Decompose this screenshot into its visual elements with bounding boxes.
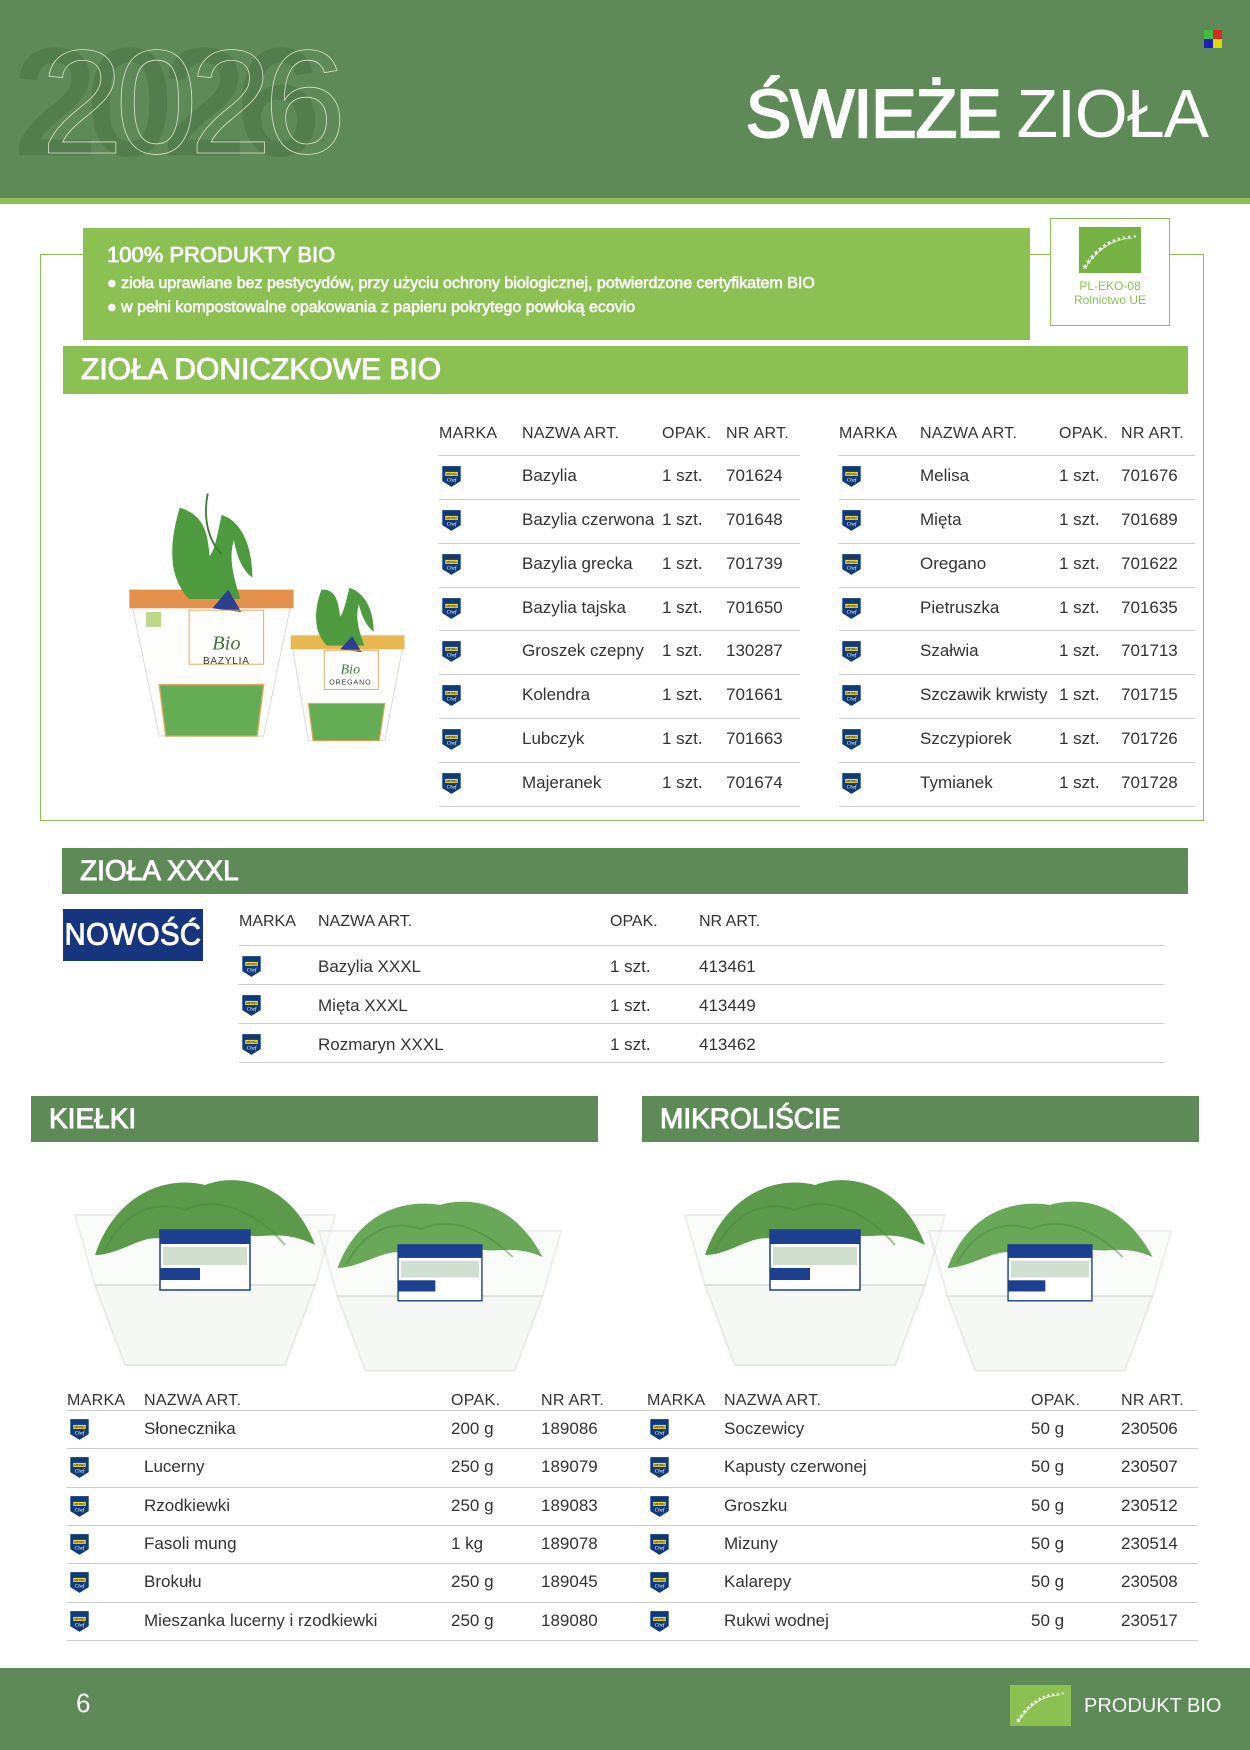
svg-text:METRO: METRO	[846, 779, 857, 783]
svg-text:Chef: Chef	[447, 564, 458, 571]
svg-text:METRO: METRO	[246, 1040, 257, 1044]
svg-text:Chef: Chef	[75, 1430, 86, 1437]
svg-text:METRO: METRO	[446, 560, 457, 564]
svg-text:METRO: METRO	[846, 691, 857, 695]
svg-text:METRO: METRO	[654, 1502, 665, 1506]
svg-text:METRO: METRO	[654, 1425, 665, 1429]
svg-text:Chef: Chef	[847, 696, 858, 703]
svg-text:Chef: Chef	[447, 608, 458, 615]
svg-text:Chef: Chef	[447, 696, 458, 703]
svg-text:Chef: Chef	[75, 1583, 86, 1590]
svg-text:Chef: Chef	[847, 564, 858, 571]
svg-text:METRO: METRO	[654, 1578, 665, 1582]
svg-text:Chef: Chef	[847, 477, 858, 484]
svg-text:METRO: METRO	[846, 735, 857, 739]
svg-text:Chef: Chef	[75, 1468, 86, 1475]
svg-text:METRO: METRO	[654, 1540, 665, 1544]
svg-text:METRO: METRO	[846, 560, 857, 564]
svg-text:Chef: Chef	[847, 521, 858, 528]
svg-text:METRO: METRO	[446, 735, 457, 739]
svg-text:Chef: Chef	[655, 1545, 666, 1552]
svg-text:Chef: Chef	[655, 1506, 666, 1513]
svg-text:METRO: METRO	[246, 962, 257, 966]
svg-text:Chef: Chef	[75, 1506, 86, 1513]
svg-text:METRO: METRO	[74, 1617, 85, 1621]
svg-text:METRO: METRO	[446, 472, 457, 476]
svg-text:METRO: METRO	[446, 516, 457, 520]
svg-text:Bio: Bio	[212, 632, 240, 654]
svg-text:METRO: METRO	[74, 1463, 85, 1467]
svg-text:Chef: Chef	[847, 608, 858, 615]
svg-text:OREGANO: OREGANO	[329, 680, 371, 687]
svg-text:METRO: METRO	[654, 1617, 665, 1621]
svg-text:METRO: METRO	[74, 1425, 85, 1429]
svg-text:Chef: Chef	[447, 652, 458, 659]
svg-text:METRO: METRO	[654, 1463, 665, 1467]
svg-text:Chef: Chef	[847, 652, 858, 659]
svg-text:Chef: Chef	[847, 784, 858, 791]
svg-text:Chef: Chef	[655, 1621, 666, 1628]
svg-text:Chef: Chef	[247, 1045, 258, 1052]
svg-text:Chef: Chef	[75, 1621, 86, 1628]
svg-text:METRO: METRO	[846, 604, 857, 608]
svg-text:Chef: Chef	[655, 1430, 666, 1437]
svg-text:METRO: METRO	[846, 647, 857, 651]
svg-text:Bio: Bio	[341, 663, 360, 678]
svg-text:Chef: Chef	[655, 1583, 666, 1590]
svg-text:Chef: Chef	[447, 784, 458, 791]
svg-text:METRO: METRO	[74, 1578, 85, 1582]
svg-text:METRO: METRO	[846, 472, 857, 476]
svg-text:Chef: Chef	[655, 1468, 666, 1475]
svg-text:METRO: METRO	[446, 647, 457, 651]
svg-text:Chef: Chef	[447, 740, 458, 747]
svg-text:METRO: METRO	[446, 779, 457, 783]
svg-text:Chef: Chef	[247, 967, 258, 974]
svg-text:Chef: Chef	[447, 521, 458, 528]
svg-text:METRO: METRO	[246, 1001, 257, 1005]
svg-text:BAZYLIA: BAZYLIA	[203, 656, 250, 667]
svg-text:Chef: Chef	[847, 740, 858, 747]
svg-text:METRO: METRO	[74, 1540, 85, 1544]
svg-text:METRO: METRO	[74, 1502, 85, 1506]
svg-text:METRO: METRO	[846, 516, 857, 520]
svg-text:METRO: METRO	[446, 691, 457, 695]
svg-text:METRO: METRO	[446, 604, 457, 608]
svg-text:Chef: Chef	[247, 1006, 258, 1013]
svg-text:Chef: Chef	[447, 477, 458, 484]
svg-text:Chef: Chef	[75, 1545, 86, 1552]
